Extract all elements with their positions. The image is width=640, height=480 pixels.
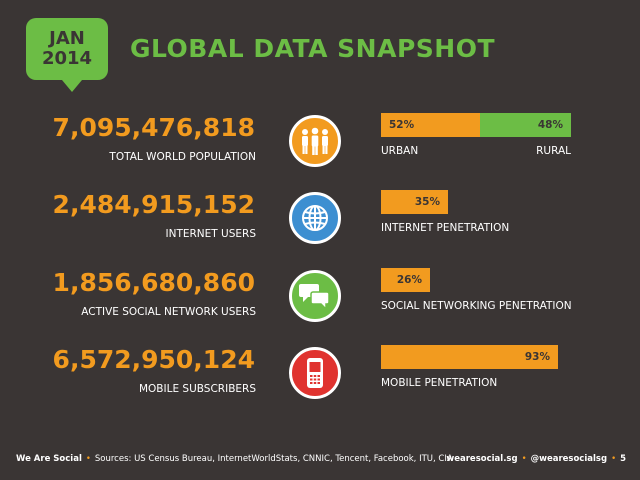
site-link[interactable]: wearesocial.sg <box>446 454 518 464</box>
people-icon <box>289 115 341 167</box>
urban-label: URBAN <box>381 145 419 157</box>
rural-label: RURAL <box>536 145 571 157</box>
population-label: TOTAL WORLD POPULATION <box>109 151 256 163</box>
mobile-subscribers-label: MOBILE SUBSCRIBERS <box>138 383 256 395</box>
mobile-penetration-label: MOBILE PENETRATION <box>381 377 498 389</box>
social-penetration-label: SOCIAL NETWORKING PENETRATION <box>381 300 572 312</box>
footer-left: We Are Social • Sources: US Census Bureau,… <box>16 454 453 464</box>
mobile-penetration-bar-area: 93% MOBILE PENETRATION <box>381 345 571 389</box>
speech-bubbles-icon <box>289 270 341 322</box>
population-value: 7,095,476,818 <box>52 113 255 142</box>
internet-users-label: INTERNET USERS <box>165 228 256 240</box>
urban-bar: 52% <box>381 113 480 137</box>
stat-row-mobile: 6,572,950,124 MOBILE SUBSCRIBERS 93% MOB… <box>0 345 640 405</box>
date-badge: JAN 2014 <box>26 18 108 92</box>
social-users-value: 1,856,680,860 <box>52 268 255 297</box>
brand-name: We Are Social <box>16 454 82 464</box>
social-penetration-percent: 26% <box>396 274 422 286</box>
internet-penetration-label: INTERNET PENETRATION <box>381 222 510 234</box>
page-number: 5 <box>620 454 626 464</box>
globe-icon <box>289 192 341 244</box>
internet-penetration-bar: 35% <box>381 190 448 214</box>
stat-row-internet: 2,484,915,152 INTERNET USERS 35% INTERNE… <box>0 190 640 250</box>
internet-penetration-bar-area: 35% INTERNET PENETRATION <box>381 190 571 234</box>
internet-users-value: 2,484,915,152 <box>52 190 255 219</box>
mobile-penetration-bar: 93% <box>381 345 558 369</box>
rural-percent: 48% <box>537 119 563 131</box>
internet-penetration-percent: 35% <box>414 196 440 208</box>
social-penetration-bar: 26% <box>381 268 430 292</box>
rural-bar: 48% <box>480 113 571 137</box>
date-month: JAN <box>49 28 85 49</box>
mobile-subscribers-value: 6,572,950,124 <box>52 345 255 374</box>
mobile-penetration-percent: 93% <box>524 351 550 363</box>
date-year: 2014 <box>41 48 93 69</box>
social-penetration-bar-area: 26% SOCIAL NETWORKING PENETRATION <box>381 268 572 312</box>
footer: We Are Social • Sources: US Census Bureau,… <box>0 440 640 480</box>
stat-row-population: 7,095,476,818 TOTAL WORLD POPULATION 52%… <box>0 113 640 173</box>
footer-right: wearesocial.sg • @wearesocialsg • 5 <box>446 454 626 464</box>
urban-percent: 52% <box>389 119 415 131</box>
social-users-label: ACTIVE SOCIAL NETWORK USERS <box>81 306 256 318</box>
social-handle[interactable]: @wearesocialsg <box>530 454 608 464</box>
urban-rural-bar: 52% 48% URBAN RURAL <box>381 113 571 157</box>
mobile-phone-icon <box>289 347 341 399</box>
page-title: GLOBAL DATA SNAPSHOT <box>130 34 496 63</box>
stat-row-social: 1,856,680,860 ACTIVE SOCIAL NETWORK USER… <box>0 268 640 328</box>
sources-text: Sources: US Census Bureau, InternetWorld… <box>94 454 453 464</box>
